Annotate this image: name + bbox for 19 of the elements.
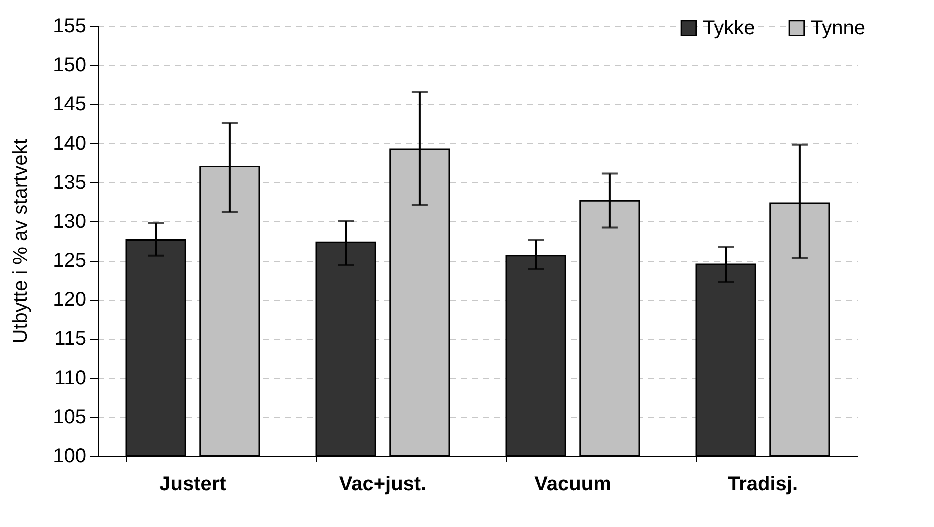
x-tick-label: Tradisj. xyxy=(728,474,798,496)
y-tick-label: 100 xyxy=(53,446,86,468)
y-tick-label: 120 xyxy=(53,289,86,312)
y-tick-label: 125 xyxy=(53,250,86,272)
y-tick-label: 110 xyxy=(54,367,86,390)
y-axis-title: Utbytte i % av startvekt xyxy=(10,138,32,344)
y-tick-label: 140 xyxy=(53,132,86,155)
y-tick-label: 150 xyxy=(53,54,86,77)
x-tick-label: Justert xyxy=(160,474,227,496)
legend-label: Tykke xyxy=(703,17,756,40)
y-tick-label: 145 xyxy=(53,94,86,116)
y-tick-label: 130 xyxy=(53,210,86,233)
legend-label: Tynne xyxy=(811,17,866,40)
y-tick-label: 155 xyxy=(53,16,86,38)
y-tick-label: 135 xyxy=(53,172,86,194)
y-tick-label: 115 xyxy=(54,328,86,350)
y-tick-label: 105 xyxy=(53,406,86,428)
x-tick-label: Vac+just. xyxy=(339,474,427,496)
x-tick-label: Vacuum xyxy=(534,474,612,496)
